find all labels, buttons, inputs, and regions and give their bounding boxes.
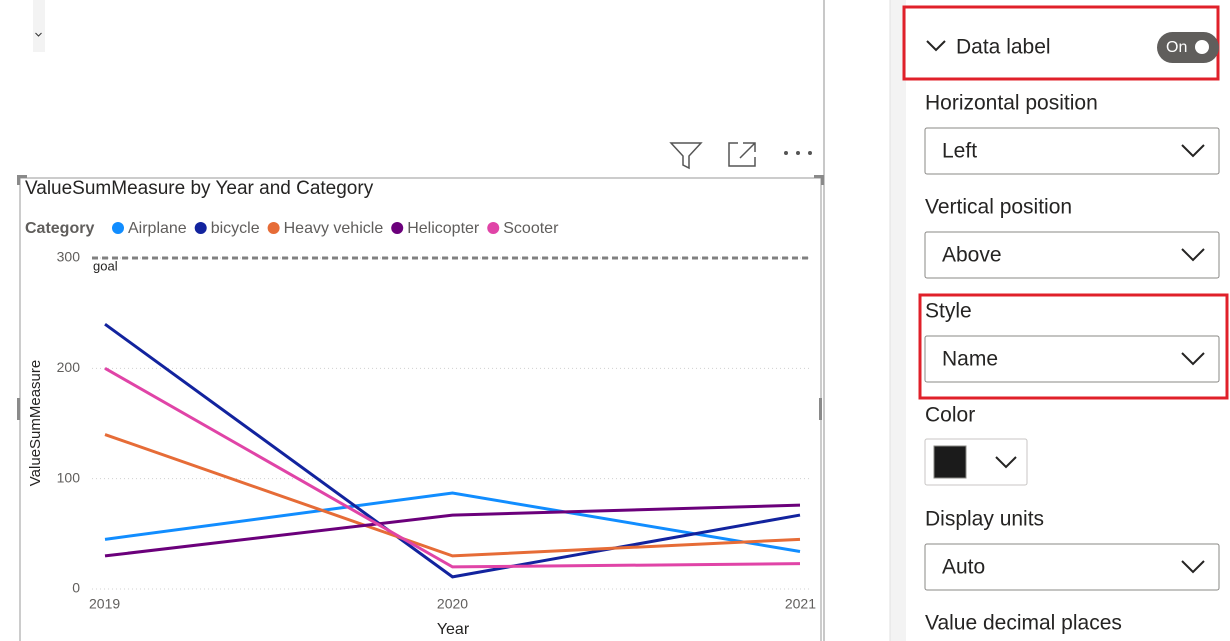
y-tick-label: 0 (72, 580, 80, 596)
legend-label[interactable]: Helicopter (407, 220, 480, 237)
dropdown[interactable] (924, 127, 1220, 175)
field-label: Color (925, 404, 975, 427)
dropdown-chevron (1181, 144, 1205, 158)
x-tick-label: 2021 (785, 596, 816, 612)
field-label: Horizontal position (925, 92, 1098, 115)
y-tick-label: 100 (57, 469, 81, 485)
collapse-chevron[interactable] (926, 40, 946, 52)
field-label: Vertical position (925, 196, 1072, 219)
handle[interactable] (821, 175, 824, 185)
dot (796, 151, 800, 155)
plot: 0 100 200 300 goal 2019 2020 2021 (57, 249, 817, 612)
toggle[interactable] (1157, 32, 1219, 63)
handle[interactable] (814, 175, 824, 178)
chevron (35, 32, 42, 37)
handle[interactable] (17, 398, 20, 420)
visual-header (669, 142, 756, 170)
handle[interactable] (17, 175, 20, 185)
legend-label[interactable]: Heavy vehicle (284, 220, 384, 237)
gap (826, 0, 890, 641)
dropdown-value: Auto (942, 556, 985, 579)
x-axis-label: Year (437, 621, 470, 638)
section-title: Data label (956, 36, 1051, 59)
x-tick-label: 2020 (437, 596, 468, 612)
toggle-knob (1195, 40, 1209, 54)
series-line (104, 322, 801, 579)
dropdown-value: Left (942, 140, 977, 163)
focus-icon[interactable] (728, 142, 756, 167)
dropdown[interactable] (924, 231, 1220, 279)
color-swatch (933, 445, 967, 479)
highlight (918, 293, 1229, 400)
legend-marker (112, 222, 124, 234)
y-axis-label: ValueSumMeasure (27, 360, 44, 486)
dropdown-chevron (995, 456, 1017, 469)
handle[interactable] (17, 175, 27, 178)
dot (784, 151, 788, 155)
series-line (104, 433, 801, 558)
series-line (104, 367, 801, 569)
dropdown[interactable] (924, 335, 1220, 383)
dropdown[interactable] (924, 543, 1220, 591)
y-tick-label: 200 (57, 359, 81, 375)
legend-marker (487, 222, 500, 234)
y-tick-label: 300 (57, 249, 81, 265)
legend-marker (267, 222, 280, 234)
x-tick-label: 2019 (89, 596, 120, 612)
chart-title: ValueSumMeasure by Year and Category (25, 178, 374, 199)
legend-label[interactable]: bicycle (211, 220, 260, 237)
legend-label[interactable]: Airplane (128, 220, 187, 237)
toggle-label: On (1166, 39, 1187, 56)
dropdown-value: Name (942, 348, 998, 371)
legend-marker (194, 222, 207, 234)
format-pane (906, 0, 1230, 641)
dropdown-chevron (1181, 248, 1205, 262)
goal-label: goal (93, 258, 118, 273)
series-line (104, 503, 801, 558)
fields: Horizontal position Left Vertical position… (924, 92, 1220, 635)
handle[interactable] (819, 398, 822, 420)
dropdown-chevron (1181, 352, 1205, 366)
legend-label[interactable]: Scooter (503, 220, 559, 237)
filter-icon[interactable] (669, 142, 703, 170)
field-label: Display units (925, 508, 1044, 531)
field-label: Value decimal places (925, 612, 1122, 635)
legend-title: Category (25, 220, 94, 237)
pane-gutter (890, 0, 906, 641)
field-label: Style (925, 300, 972, 323)
dropdown-value: Above (942, 244, 1002, 267)
dot (808, 151, 812, 155)
resize-handles (17, 175, 824, 420)
legend: Airplane bicycle Heavy vehicle Helicopter Sc… (112, 220, 559, 237)
more-icon[interactable] (784, 151, 812, 155)
dropdown-chevron (1181, 560, 1205, 574)
series-line (104, 491, 801, 553)
legend-marker (391, 222, 404, 234)
slicer-dropdown[interactable] (33, 0, 45, 52)
